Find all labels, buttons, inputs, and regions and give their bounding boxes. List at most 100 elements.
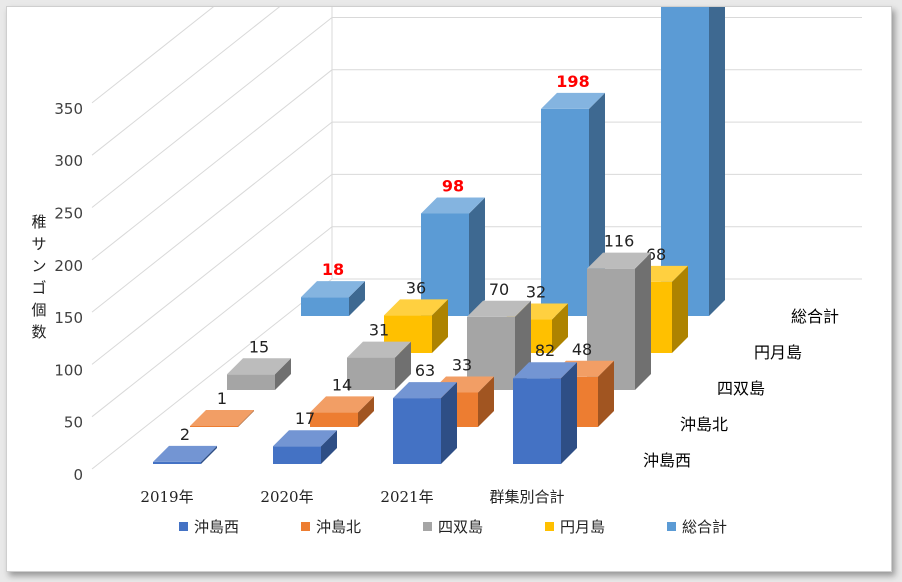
y-tick-label: 350 [54, 100, 83, 118]
legend-label: 四双島 [438, 518, 483, 536]
bar-top [347, 341, 411, 358]
bar-front [153, 461, 201, 464]
category-labels: 2019年 2020年 2021年 群集別合計 [140, 488, 564, 506]
bar-side [561, 362, 577, 464]
legend-swatch [301, 522, 310, 531]
bar-top [587, 252, 651, 269]
bar: 314 [661, 7, 725, 316]
bar: 1 [190, 389, 254, 427]
bar-side [275, 358, 291, 390]
bar-front [393, 398, 441, 464]
bar: 18 [301, 260, 365, 316]
y-axis-title-char: サ [31, 235, 46, 253]
bar-side [598, 360, 614, 427]
series-depth-label: 沖島西 [643, 451, 691, 470]
grid-lines [91, 7, 862, 470]
y-tick-label: 100 [54, 361, 83, 379]
bar-top [384, 299, 448, 316]
data-label: 17 [295, 409, 315, 428]
y-axis-title-char: 数 [31, 323, 46, 341]
legend-label: 沖島西 [194, 518, 239, 536]
bar-side [469, 197, 485, 316]
bar-side [441, 382, 457, 464]
bar-side [709, 7, 725, 316]
bar: 2 [153, 425, 217, 464]
bar-top [541, 92, 605, 109]
bar-front [661, 7, 709, 316]
bar-side [201, 445, 217, 464]
bars: 189819831436326815317011611433482176382 [153, 7, 725, 464]
bar-side [321, 430, 337, 464]
legend-swatch [545, 522, 554, 531]
bar-side [238, 409, 254, 427]
y-tick-label: 150 [54, 309, 83, 327]
series-depth-label: 沖島北 [680, 415, 728, 434]
legend-swatch [423, 522, 432, 531]
legend-label: 沖島北 [316, 518, 361, 536]
bar-top [310, 396, 374, 413]
legend-label: 総合計 [682, 518, 727, 536]
data-label: 36 [406, 278, 426, 297]
series-depth-label: 円月島 [754, 343, 802, 362]
bar-side [478, 376, 494, 427]
data-label: 82 [535, 341, 555, 360]
bar-front [421, 213, 469, 316]
bar-front [513, 378, 561, 464]
bar-side [349, 281, 365, 316]
bar-front [541, 108, 589, 316]
bar-side [672, 265, 688, 353]
data-label: 116 [604, 232, 635, 251]
y-tick-label: 0 [73, 466, 83, 484]
bar: 98 [421, 176, 485, 316]
gridline [91, 7, 281, 156]
bar: 82 [513, 341, 577, 464]
bar: 198 [541, 72, 605, 316]
data-label: 2 [180, 425, 190, 444]
gridline [91, 7, 214, 104]
bar: 15 [227, 337, 291, 390]
bar-side [432, 299, 448, 353]
bar-top [467, 300, 531, 317]
bar-top [227, 358, 291, 375]
data-label: 63 [415, 361, 435, 380]
series-depth-label: 総合計 [791, 307, 839, 326]
data-label: 48 [572, 340, 592, 359]
legend: 沖島西 沖島北 四双島 円月島 総合計 [179, 518, 727, 536]
bar-front [273, 446, 321, 464]
series-depth-label: 四双島 [717, 379, 765, 398]
y-axis-title-char: ン [31, 257, 46, 275]
bar-side [552, 303, 568, 353]
y-tick-label: 200 [54, 257, 83, 275]
y-axis-title-char: 個 [31, 301, 46, 319]
series-depth-labels: 沖島西 沖島北 四双島 円月島 総合計 [643, 307, 839, 470]
bar-top [393, 382, 457, 399]
bar: 31 [347, 321, 411, 390]
y-axis-title-char: ゴ [31, 279, 46, 297]
data-label: 14 [332, 375, 352, 394]
bar-top [273, 430, 337, 447]
category-label: 2020年 [260, 488, 313, 506]
bar-front [227, 374, 275, 390]
category-label: 2021年 [380, 488, 433, 506]
y-axis-ticks: 0 50 100 150 200 250 300 350 [54, 100, 83, 484]
category-label: 2019年 [140, 488, 193, 506]
y-axis-title-char: 稚 [31, 213, 46, 231]
data-label: 18 [322, 260, 344, 279]
bar-front [301, 297, 349, 316]
legend-label: 円月島 [560, 518, 605, 536]
bar: 14 [310, 375, 374, 427]
legend-swatch [179, 522, 188, 531]
data-label: 98 [442, 176, 464, 195]
bar-top [421, 197, 485, 214]
bar-front [190, 425, 238, 427]
bar-front [310, 412, 358, 427]
bar-top [301, 281, 365, 298]
bar-side [635, 252, 651, 390]
bar-top [153, 445, 217, 462]
bar: 36 [384, 278, 448, 353]
bar-front [347, 357, 395, 390]
bar-top [190, 409, 254, 426]
